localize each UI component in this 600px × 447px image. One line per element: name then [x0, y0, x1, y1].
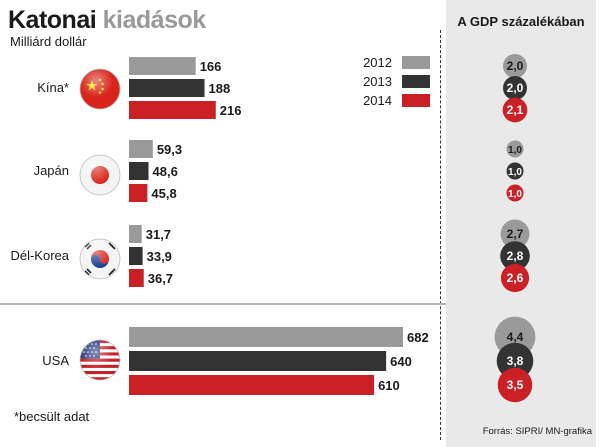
gdp-bubble-label-2012-2: 2,7	[507, 227, 524, 241]
gdp-bubble-label-2012-1: 1,0	[508, 145, 522, 156]
gdp-bubble-2013-1	[506, 162, 524, 180]
gdp-bubble-label-2012-3: 4,4	[507, 330, 524, 344]
gdp-bubble-2013-3	[496, 342, 534, 380]
footnote: *becsült adat	[14, 409, 90, 424]
china-flag-icon	[79, 68, 121, 110]
bar-value-label-2014-1: 45,8	[151, 186, 176, 201]
gdp-bubble-label-2014-1: 1,0	[508, 189, 522, 200]
legend-swatch-2014	[402, 94, 430, 107]
bar-2012-2	[129, 225, 142, 243]
gdp-bubble-2012-0	[503, 54, 527, 78]
bar-2013-2	[129, 247, 143, 265]
gdp-bubble-label-2014-2: 2,6	[507, 271, 524, 285]
category-label-2: Dél-Korea	[10, 248, 69, 263]
chart-title-part1: Katonai	[8, 6, 97, 34]
gdp-bubble-label-2013-2: 2,8	[507, 249, 524, 263]
bar-value-label-2014-2: 36,7	[148, 271, 173, 286]
bar-2012-1	[129, 140, 153, 158]
category-label-3: USA	[42, 353, 69, 368]
legend-label-2014: 2014	[363, 93, 392, 108]
bar-2014-1	[129, 184, 148, 202]
gdp-bubble-label-2014-3: 3,5	[507, 378, 524, 392]
gdp-bubble-2014-0	[502, 97, 528, 123]
legend-label-2012: 2012	[363, 55, 392, 70]
gdp-bubble-2013-0	[503, 76, 527, 100]
bar-value-label-2013-1: 48,6	[153, 164, 178, 179]
bar-value-label-2013-2: 33,9	[147, 249, 172, 264]
bar-value-label-2014-3: 610	[378, 378, 400, 393]
legend-swatch-2013	[402, 75, 430, 88]
legend-swatch-2012	[402, 56, 430, 69]
bar-2014-3	[129, 375, 375, 395]
bar-2013-3	[129, 351, 387, 371]
category-label-1: Japán	[34, 163, 69, 178]
bar-value-label-2012-0: 166	[200, 59, 222, 74]
gdp-bubble-2014-2	[500, 263, 530, 293]
japan-flag-icon	[79, 154, 121, 196]
bar-2012-3	[129, 327, 403, 347]
bar-value-label-2012-1: 59,3	[157, 142, 182, 157]
south-korea-flag-icon	[79, 238, 121, 280]
gdp-bubble-2014-1	[506, 184, 524, 202]
gdp-bubble-2014-3	[497, 367, 533, 403]
bar-value-label-2013-0: 188	[209, 81, 231, 96]
gdp-bubble-2012-2	[500, 219, 530, 249]
bar-2013-1	[129, 162, 149, 180]
gdp-bubble-2012-1	[506, 140, 524, 158]
gdp-bubble-label-2013-1: 1,0	[508, 167, 522, 178]
gdp-bubble-2013-2	[500, 241, 530, 271]
bar-value-label-2013-3: 640	[390, 354, 412, 369]
gdp-bubble-label-2012-0: 2,0	[507, 59, 524, 73]
bar-2012-0	[129, 57, 196, 75]
gdp-panel-title: A GDP százalékában	[457, 14, 585, 29]
bar-value-label-2012-2: 31,7	[146, 227, 171, 242]
chart-title: Katonai kiadások	[8, 6, 206, 35]
legend-label-2013: 2013	[363, 74, 392, 89]
gdp-bubble-label-2013-0: 2,0	[507, 81, 524, 95]
gdp-bubble-label-2014-0: 2,1	[507, 103, 524, 117]
usa-flag-icon	[79, 339, 121, 381]
chart-subtitle: Milliárd dollár	[10, 34, 87, 49]
bar-value-label-2014-0: 216	[220, 103, 242, 118]
bar-value-label-2012-3: 682	[407, 330, 429, 345]
gdp-bubble-label-2013-3: 3,8	[507, 354, 524, 368]
panel-divider	[440, 30, 441, 440]
bar-2014-0	[129, 101, 216, 119]
category-label-0: Kína*	[37, 80, 69, 95]
chart-title-part2: kiadások	[102, 6, 207, 34]
usa-separator	[0, 303, 446, 305]
bar-2014-2	[129, 269, 144, 287]
bar-2013-0	[129, 79, 205, 97]
source-credit: Forrás: SIPRI/ MN-grafika	[482, 426, 592, 437]
